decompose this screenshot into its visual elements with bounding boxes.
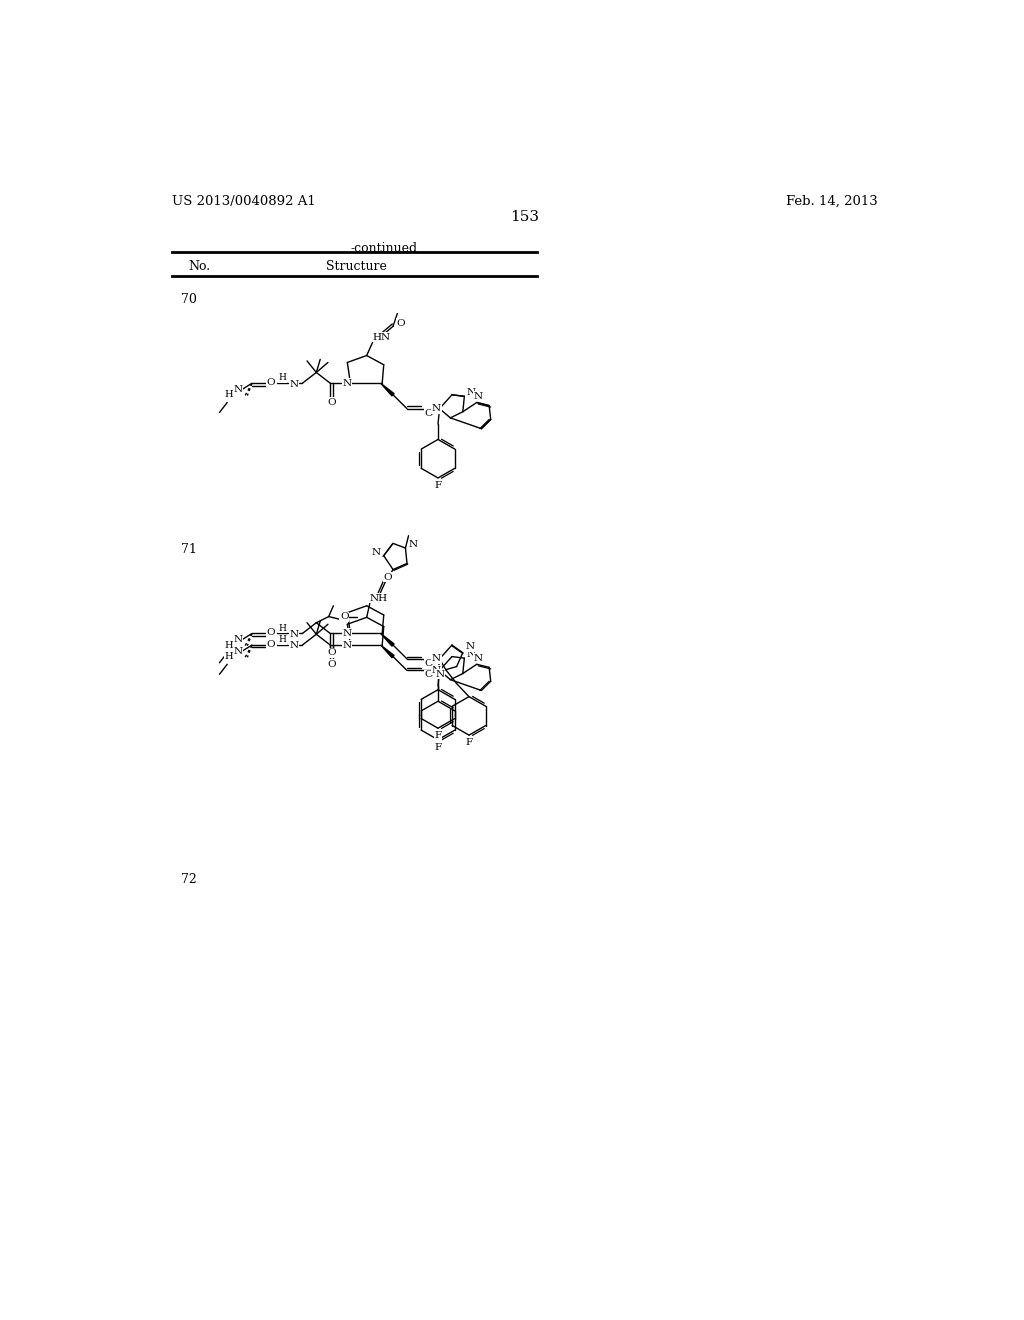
Text: 71: 71 [180,544,197,557]
Text: NH: NH [370,594,388,602]
Text: N: N [474,653,483,663]
Text: O: O [424,671,433,680]
Text: N: N [343,640,352,649]
Text: H: H [279,635,286,644]
Text: F: F [434,482,441,490]
Text: N: N [372,548,381,557]
Text: O: O [384,573,392,582]
Text: O: O [328,660,336,669]
Text: -continued: -continued [350,242,418,255]
Text: N: N [432,667,441,675]
Text: H: H [279,623,286,632]
Text: N: N [409,540,418,549]
Text: O: O [424,409,433,417]
Text: O: O [328,399,336,407]
Polygon shape [381,383,394,396]
Text: No.: No. [188,260,211,273]
Text: HN: HN [373,333,391,342]
Text: N: N [233,635,243,644]
Text: H: H [279,374,286,383]
Text: 72: 72 [180,873,197,886]
Text: N: N [432,655,441,664]
Text: US 2013/0040892 A1: US 2013/0040892 A1 [172,194,316,207]
Polygon shape [381,634,394,647]
Text: F: F [466,738,472,747]
Text: O: O [266,378,274,387]
Text: O: O [266,640,274,648]
Text: N: N [233,647,243,656]
Text: N: N [233,385,243,393]
Text: N: N [466,642,475,651]
Text: N: N [467,388,476,397]
Text: O: O [424,659,433,668]
Text: N: N [343,379,352,388]
Text: O: O [396,318,404,327]
Text: H: H [224,652,233,661]
Text: Feb. 14, 2013: Feb. 14, 2013 [785,194,878,207]
Text: N: N [289,630,298,639]
Text: H: H [224,640,233,649]
Text: N: N [474,392,483,401]
Text: O: O [266,628,274,638]
Text: N: N [289,380,298,388]
Text: O: O [340,612,348,620]
Text: N: N [432,404,441,413]
Text: 70: 70 [180,293,197,306]
Text: O: O [328,648,336,657]
Polygon shape [381,645,394,657]
Text: F: F [434,743,441,752]
Text: H: H [224,391,233,399]
Text: 153: 153 [510,210,540,224]
Text: N: N [435,669,444,678]
Text: N: N [343,630,352,638]
Text: N: N [289,642,298,651]
Text: N: N [467,649,476,659]
Text: Structure: Structure [327,260,387,273]
Text: F: F [434,731,441,741]
